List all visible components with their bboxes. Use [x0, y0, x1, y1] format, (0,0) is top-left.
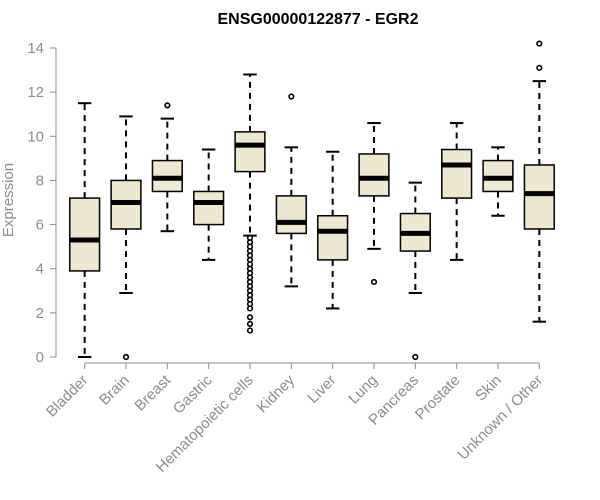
y-axis: 0 2 4 6 8 10 12 14 — [27, 40, 57, 366]
outlier-point — [122, 353, 130, 361]
box-iqr — [193, 190, 225, 226]
outlier-point — [288, 93, 295, 100]
box-breast — [151, 102, 183, 233]
box-iqr — [317, 214, 349, 261]
box-lung — [358, 122, 390, 286]
box-iqr — [275, 195, 307, 235]
y-tick-label: 10 — [27, 128, 44, 145]
outlier-point — [536, 64, 543, 71]
outlier-point — [536, 40, 543, 47]
box-skin — [482, 146, 514, 217]
box-iqr — [441, 148, 473, 199]
box-brain — [110, 115, 142, 361]
box-kidney — [275, 93, 307, 288]
box-liver — [317, 150, 349, 310]
outlier-point — [370, 278, 378, 286]
y-tick-label: 4 — [36, 261, 44, 278]
outlier-point — [412, 353, 419, 361]
box-gastric — [193, 148, 225, 261]
box-hematopoietic-cells — [234, 73, 266, 334]
x-tick-label: Skin — [472, 372, 505, 405]
outlier-point — [246, 320, 254, 327]
box-prostate — [441, 122, 473, 261]
x-tick-label: Bladder — [43, 372, 92, 421]
box-iqr — [234, 131, 266, 173]
y-axis-label: Expression — [0, 163, 17, 237]
y-tick-label: 8 — [36, 172, 44, 189]
box-iqr — [69, 197, 101, 272]
y-tick-label: 12 — [27, 84, 44, 101]
box-bladder — [69, 102, 101, 358]
outlier-point — [164, 102, 171, 109]
x-tick-label: Breast — [131, 371, 174, 414]
outlier-point — [246, 305, 254, 312]
y-tick-label: 2 — [36, 305, 44, 322]
x-tick-label: Prostate — [412, 372, 464, 424]
x-tick-label: Kidney — [254, 371, 299, 416]
outlier-point — [246, 327, 254, 334]
box-unknown-other — [523, 40, 555, 323]
y-tick-label: 14 — [27, 40, 44, 57]
y-tick-label: 6 — [36, 217, 44, 234]
chart-title: ENSG00000122877 - EGR2 — [217, 11, 418, 28]
x-tick-label: Liver — [304, 372, 339, 407]
x-tick-label: Brain — [96, 372, 133, 409]
box-pancreas — [399, 181, 431, 361]
box-series — [69, 40, 555, 361]
y-tick-label: 0 — [36, 349, 44, 366]
box-iqr — [358, 153, 390, 197]
x-tick-label: Lung — [345, 372, 381, 408]
outlier-point — [246, 314, 254, 321]
box-iqr — [523, 164, 555, 230]
